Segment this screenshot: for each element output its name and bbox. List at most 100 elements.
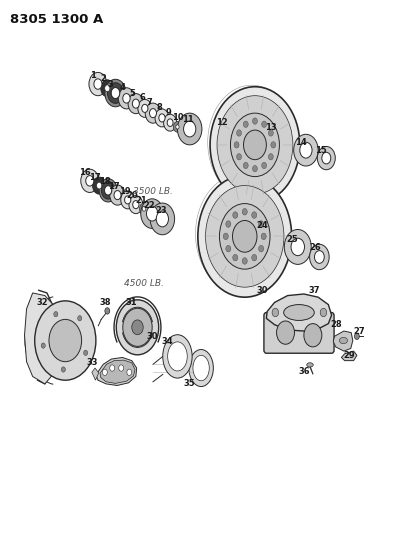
Circle shape	[86, 175, 94, 186]
Circle shape	[105, 85, 110, 92]
Polygon shape	[96, 358, 137, 385]
Circle shape	[309, 244, 329, 270]
Circle shape	[210, 87, 300, 203]
Circle shape	[184, 121, 196, 137]
Text: 27: 27	[353, 327, 365, 335]
Circle shape	[243, 121, 248, 127]
Circle shape	[173, 122, 182, 132]
Circle shape	[259, 221, 264, 228]
Circle shape	[101, 80, 114, 97]
Text: 2: 2	[100, 74, 106, 83]
Circle shape	[314, 251, 324, 263]
Circle shape	[304, 324, 322, 347]
Text: 38: 38	[99, 298, 110, 307]
Text: 9: 9	[166, 108, 171, 117]
Circle shape	[242, 257, 247, 264]
Text: 4: 4	[119, 83, 125, 92]
Circle shape	[271, 142, 276, 148]
Circle shape	[262, 163, 267, 168]
Circle shape	[142, 206, 146, 211]
Circle shape	[94, 79, 102, 90]
Circle shape	[220, 204, 270, 269]
Ellipse shape	[168, 342, 187, 371]
Circle shape	[129, 196, 143, 214]
Circle shape	[253, 118, 258, 124]
Circle shape	[142, 104, 148, 112]
Circle shape	[84, 350, 88, 356]
Circle shape	[141, 199, 164, 229]
Circle shape	[226, 245, 231, 252]
Circle shape	[164, 114, 177, 131]
Text: 30: 30	[146, 332, 158, 341]
Circle shape	[108, 83, 124, 103]
Circle shape	[252, 254, 257, 261]
Circle shape	[110, 185, 125, 205]
Circle shape	[167, 119, 173, 126]
Text: 16: 16	[79, 168, 90, 177]
Circle shape	[242, 208, 247, 215]
Text: 30: 30	[257, 286, 268, 295]
Circle shape	[116, 300, 159, 355]
Text: 28: 28	[331, 320, 342, 329]
Circle shape	[127, 369, 132, 375]
Circle shape	[61, 367, 66, 372]
Circle shape	[132, 320, 143, 335]
Ellipse shape	[339, 337, 347, 344]
Circle shape	[159, 114, 165, 122]
Circle shape	[268, 154, 273, 160]
Circle shape	[223, 233, 228, 240]
Circle shape	[230, 113, 279, 176]
Circle shape	[150, 109, 157, 118]
Circle shape	[49, 319, 82, 362]
Circle shape	[261, 233, 266, 240]
Circle shape	[232, 221, 257, 252]
Circle shape	[262, 121, 267, 127]
Circle shape	[320, 308, 327, 317]
Circle shape	[322, 152, 331, 164]
Circle shape	[217, 96, 293, 194]
Text: 34: 34	[162, 337, 173, 346]
Polygon shape	[25, 293, 55, 384]
Polygon shape	[92, 368, 99, 380]
Ellipse shape	[284, 304, 314, 320]
FancyBboxPatch shape	[264, 312, 334, 353]
Circle shape	[121, 191, 135, 209]
Circle shape	[354, 333, 359, 340]
Circle shape	[234, 142, 239, 148]
Polygon shape	[342, 351, 357, 361]
Text: 14: 14	[295, 138, 307, 147]
Circle shape	[140, 203, 148, 215]
Text: 8: 8	[156, 103, 162, 112]
Text: 32: 32	[36, 298, 48, 307]
Circle shape	[111, 87, 120, 99]
Circle shape	[243, 163, 248, 168]
Circle shape	[291, 238, 304, 256]
Circle shape	[124, 196, 131, 204]
Text: 8305 1300 A: 8305 1300 A	[10, 13, 103, 26]
Circle shape	[276, 321, 295, 344]
Circle shape	[41, 343, 45, 348]
Text: 19: 19	[119, 187, 130, 196]
Text: 7: 7	[147, 98, 152, 107]
Text: 11: 11	[182, 115, 194, 124]
Circle shape	[99, 179, 117, 202]
Circle shape	[198, 175, 292, 297]
Polygon shape	[267, 294, 332, 331]
Circle shape	[110, 365, 115, 371]
Polygon shape	[333, 331, 353, 351]
Ellipse shape	[193, 356, 209, 381]
Circle shape	[176, 125, 179, 129]
Text: 22: 22	[144, 201, 156, 210]
Circle shape	[284, 230, 311, 264]
Circle shape	[300, 142, 312, 158]
Circle shape	[118, 88, 135, 109]
Circle shape	[236, 130, 241, 136]
Circle shape	[105, 185, 112, 195]
Text: 26: 26	[309, 244, 321, 253]
Circle shape	[156, 211, 169, 227]
Text: 31: 31	[126, 298, 138, 307]
Text: 36: 36	[298, 367, 310, 376]
Text: 33: 33	[87, 358, 98, 367]
Text: 17: 17	[108, 182, 120, 191]
Circle shape	[236, 154, 241, 160]
